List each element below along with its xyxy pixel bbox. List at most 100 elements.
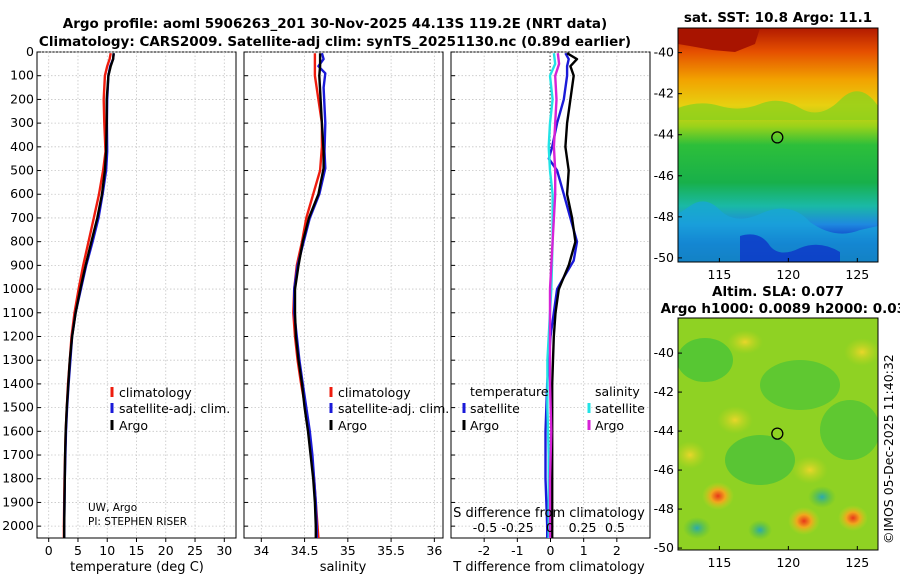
x-tick-label: 2 [613, 543, 621, 558]
map-y-tick-label: -42 [654, 86, 674, 101]
legend-temp-satellite-label: satellite [470, 401, 520, 416]
salinity-series [292, 52, 327, 538]
sla-map-panel: Altim. SLA: 0.077 Argo h1000: 0.0089 h20… [654, 284, 900, 570]
map-y-tick-label: -44 [654, 127, 674, 142]
y-tick-label: 1000 [2, 281, 34, 296]
x-tick-label: 34.5 [291, 543, 319, 558]
sla-map-title: Altim. SLA: 0.077 [712, 284, 844, 300]
sla-cool-eddy [748, 520, 772, 540]
sla-map-frame [677, 317, 879, 551]
sst-cold-core [740, 234, 840, 262]
sst-map-panel: sat. SST: 10.8 Argo: 11.1 115 120 125 -40 -4… [654, 10, 879, 282]
map-x-tick-label: 120 [776, 267, 800, 282]
y-tick-label: 900 [10, 257, 34, 272]
legend-temp-argo-label: Argo [470, 418, 499, 433]
map-x-tick-label: 115 [707, 555, 731, 570]
y-tick-label: 500 [10, 163, 34, 178]
sla-heatmap [678, 318, 878, 550]
sla-low-patch [678, 338, 733, 382]
map-x-tick-label: 115 [707, 267, 731, 282]
sst-map-ticks: 115 120 125 -40 -42 -44 -46 -48 -50 [654, 45, 870, 282]
y-tick-label: 1800 [2, 471, 34, 486]
y-tick-label: 600 [10, 186, 34, 201]
sst-argo-marker [771, 131, 784, 144]
temperature-legend: climatology satellite-adj. clim. Argo [110, 385, 230, 433]
sst-heatmap [678, 28, 878, 262]
sla-warm-eddy [838, 505, 868, 531]
salinity-grid [244, 51, 443, 538]
legend-salinity-title: salinity [595, 384, 640, 399]
chart-title-line1: Argo profile: aoml 5906263_201 30-Nov-20… [63, 16, 607, 32]
argo-position-marker [771, 427, 784, 440]
x-tick-label: 36 [426, 543, 442, 558]
legend-climatology-label: climatology [119, 385, 192, 400]
map-x-tick-label: 120 [776, 555, 800, 570]
imos-watermark: ©IMOS 05-Dec-2025 11:40:32 [881, 354, 896, 544]
sla-high-patch [717, 406, 753, 434]
temperature-panel: 0 5 10 15 20 25 300100200300400500600700800900… [2, 44, 237, 575]
x-tick-label: 1 [580, 543, 588, 558]
top-tick-label: 0.25 [569, 520, 597, 535]
sla-map-subtitle: Argo h1000: 0.0089 h2000: 0.032 [661, 301, 900, 317]
y-tick-label: 1100 [2, 305, 34, 320]
salinity-axes-frame [243, 51, 444, 539]
x-tick-label: 35 [340, 543, 356, 558]
sst-map-frame [677, 27, 879, 263]
map-x-tick-label: 125 [845, 555, 869, 570]
salinity-panel: 34 34.5 35 35.5 36 salinity climatology sate… [243, 51, 449, 575]
y-tick-label: 1400 [2, 376, 34, 391]
y-tick-label: 400 [10, 139, 34, 154]
x-tick-label: 35.5 [377, 543, 405, 558]
x-tick-label: 30 [216, 543, 232, 558]
y-tick-label: 300 [10, 115, 34, 130]
sla-high-patch [792, 456, 828, 484]
legend-satellite-label: satellite-adj. clim. [338, 401, 449, 416]
map-y-tick-label: -46 [654, 168, 674, 183]
y-tick-label: 800 [10, 234, 34, 249]
salinity-xlabel: salinity [320, 560, 367, 575]
legend-argo-label: Argo [338, 418, 367, 433]
owner-line2: PI: STEPHEN RISER [88, 516, 187, 528]
temperature-difference-xlabel: T difference from climatology [452, 560, 645, 575]
temperature-ticks: 0 5 10 15 20 25 300100200300400500600700800900… [2, 44, 232, 558]
top-tick-label: 0 [546, 520, 554, 535]
sla-high-patch [844, 338, 878, 366]
difference-legend: temperature salinity satellite Argo sate… [462, 384, 645, 433]
y-tick-label: 1300 [2, 352, 34, 367]
y-tick-label: 2000 [2, 518, 34, 533]
x-tick-label: 0 [547, 543, 555, 558]
temperature-series [62, 52, 115, 538]
sla-low-patch [820, 400, 878, 460]
map-y-tick-label: -48 [654, 209, 674, 224]
legend-climatology-label: climatology [338, 385, 411, 400]
x-tick-label: 15 [129, 543, 145, 558]
difference-series [544, 52, 579, 538]
series-argo [62, 53, 115, 538]
series-salinity-argo [548, 53, 561, 538]
y-tick-label: 1200 [2, 328, 34, 343]
y-tick-label: 200 [10, 91, 34, 106]
y-tick-label: 700 [10, 210, 34, 225]
series-salinity-satellite [546, 53, 557, 538]
sla-cool-eddy [683, 517, 711, 539]
legend-salt-satellite-label: satellite [595, 401, 645, 416]
sst-warm-core [678, 28, 760, 52]
y-tick-label: 1600 [2, 423, 34, 438]
salinity-legend: climatology satellite-adj. clim. Argo [329, 385, 449, 433]
x-tick-label: 0 [45, 543, 53, 558]
owner-line1: UW, Argo [88, 502, 137, 514]
x-tick-label: 20 [158, 543, 174, 558]
y-tick-label: 0 [26, 44, 34, 59]
sla-low-patch [725, 435, 795, 485]
sst-map-title: sat. SST: 10.8 Argo: 11.1 [684, 10, 872, 26]
top-tick-label: 0.5 [605, 520, 625, 535]
sla-high-patch [727, 330, 763, 354]
y-tick-label: 1900 [2, 494, 34, 509]
sst-front [678, 91, 878, 120]
sla-argo-marker [771, 427, 784, 440]
salinity-ticks: 34 34.5 35 35.5 36 [244, 51, 442, 558]
x-tick-label: -2 [478, 543, 490, 558]
y-tick-label: 1500 [2, 400, 34, 415]
map-y-tick-label: -44 [654, 423, 674, 438]
y-tick-label: 1700 [2, 447, 34, 462]
